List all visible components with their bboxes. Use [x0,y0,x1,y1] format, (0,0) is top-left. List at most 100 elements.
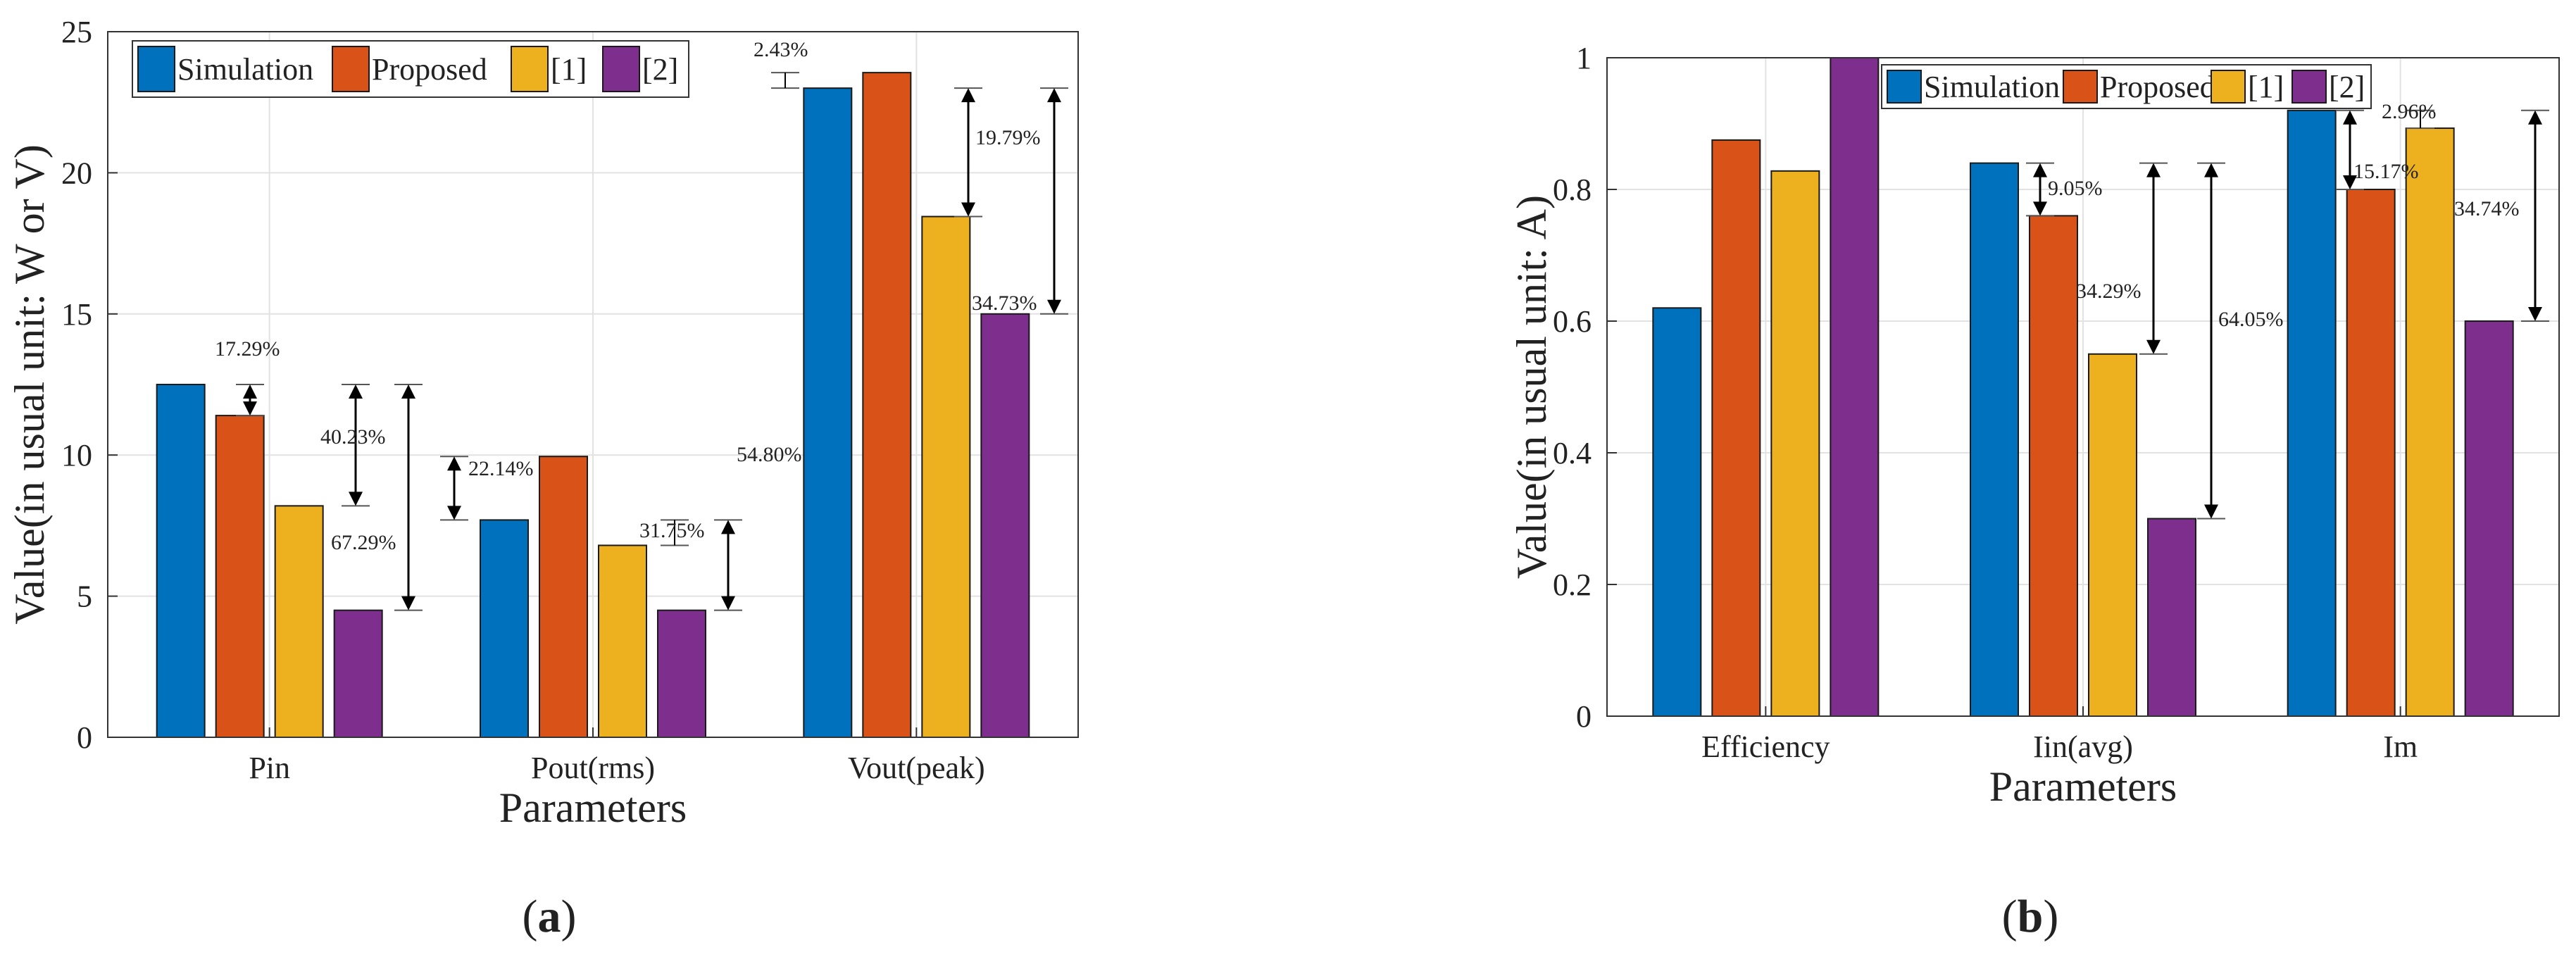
x-tick-label: Pout(rms) [531,751,655,785]
legend-label: Proposed [2100,70,2215,104]
annotation-label: 67.29% [331,531,396,554]
arrow-head [1047,299,1061,314]
arrow-head [2204,163,2218,177]
bar-ref2 [333,609,383,739]
legend-swatch-ref2 [2291,70,2327,104]
bar-simulation [2287,109,2337,718]
legend-label: [2] [642,52,678,87]
legend-box [1881,64,2372,109]
legend-swatch-proposed [332,46,370,92]
bar-simulation [1652,307,1702,717]
bar-simulation [803,87,853,739]
legend-swatch-proposed [2063,70,2098,104]
y-tick-label: 0.2 [1553,568,1592,602]
bar-ref2 [2147,518,2196,717]
arrow-head [2343,175,2357,189]
x-tick-label: Im [2383,730,2418,764]
annotation-label: 34.73% [972,292,1037,315]
bar-ref2 [1830,57,1880,717]
difference-arrow [2521,109,2549,322]
bar-ref1 [921,215,971,738]
annotation-label: 17.29% [215,337,280,361]
difference-arrow [440,456,468,521]
difference-arrow [2026,162,2054,217]
arrow-head [721,520,735,534]
x-axis-title: Parameters [1989,763,2177,810]
y-tick-label: 0 [77,720,92,755]
panel-label: (b) [2002,891,2059,942]
bar-ref2 [980,313,1030,738]
legend-label: Simulation [177,52,313,87]
arrow-head [349,492,363,506]
annotation-label: 64.05% [2218,308,2284,331]
difference-arrow [394,384,423,611]
arrow-head [2204,504,2218,519]
annotation-label: 54.80% [737,443,802,466]
arrow-head [2528,307,2542,321]
bar-ref1 [1770,170,1820,717]
y-tick-label: 5 [77,580,92,614]
annotation-label: 19.79% [975,126,1041,149]
bar-simulation [480,519,529,738]
y-tick-label: 25 [61,15,92,49]
bar-ref1 [274,505,324,738]
annotation-label: 31.75% [639,519,705,542]
y-tick-label: 0.6 [1553,304,1592,339]
arrow-head [401,596,415,611]
y-tick-label: 10 [61,438,92,473]
annotation-label: 9.05% [2048,177,2103,200]
x-tick-label: Iin(avg) [2033,730,2133,764]
difference-arrow [771,72,799,89]
difference-arrow [2197,162,2225,520]
x-tick-label: Efficiency [1701,730,1830,764]
legend-label: Proposed [372,52,487,87]
bar-ref1 [2088,353,2137,717]
bar-proposed [539,456,588,738]
arrow-head [447,506,461,520]
arrow-head [721,596,735,611]
y-tick-label: 1 [1576,41,1592,75]
y-axis-title: Value(in usual unit: W or V) [6,144,53,625]
annotation-label: 34.74% [2454,197,2520,220]
arrow-head [243,401,257,416]
arrow-head [2528,110,2542,125]
bar-proposed [215,415,265,738]
arrow-head [961,88,975,103]
y-tick-label: 15 [61,297,92,332]
arrow-head [2033,163,2047,177]
x-axis-title: Parameters [499,784,687,831]
arrow-head [961,202,975,217]
difference-arrow [342,384,370,507]
annotation-label: 22.14% [468,457,534,480]
panel-label: (a) [523,891,577,942]
annotation-label: 2.96% [2382,100,2437,123]
chart-b: 0 0.2 0.4 0.6 0.8 1 Efficiency Iin(avg) Im 9.05% 3… [1508,41,2560,942]
arrow-head [2146,339,2161,354]
bar-simulation [156,384,206,738]
chart-a: 0 5 10 15 20 25 Pin Pout(rms) Vout(peak) 17.29% 40… [6,15,1079,942]
arrow-head [2343,110,2357,125]
legend-label: [1] [2248,70,2284,104]
legend-box [132,40,689,98]
legend: Simulation Proposed [1] [2] [1881,64,2372,109]
difference-arrow [661,519,689,546]
bar-proposed [1711,139,1761,717]
legend-label: [1] [551,52,587,87]
difference-arrow [2406,109,2434,130]
annotation-label: 15.17% [2353,160,2419,183]
legend-swatch-ref2 [602,46,640,92]
arrow-head [243,384,257,399]
legend-swatch-ref1 [511,46,549,92]
bar-ref2 [2464,320,2514,717]
arrow-head [2033,201,2047,216]
difference-arrow [2336,109,2364,190]
x-tick-label: Pin [249,751,290,785]
legend: Simulation Proposed [1] [2] [132,40,689,98]
difference-arrow [714,519,742,611]
legend-label: [2] [2329,70,2365,104]
difference-arrow [1040,87,1068,315]
bar-proposed [2029,215,2078,717]
difference-arrow [236,384,264,417]
